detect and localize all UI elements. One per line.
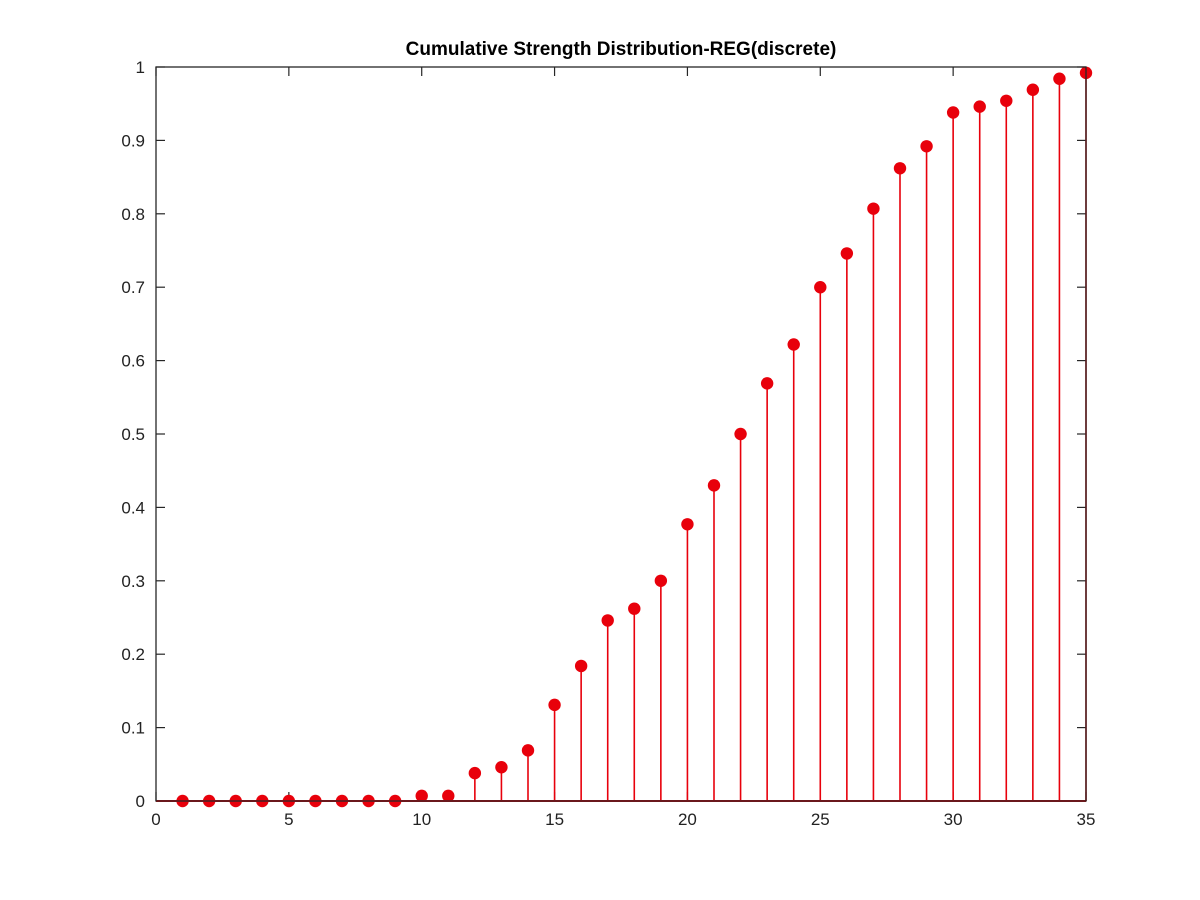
x-tick-label: 0 (151, 810, 160, 829)
axis-ticks: 0 5 10 15 20 25 30 35 0 0.1 0.2 0.3 0.4 0.5 0.6 0.7 0.8 0… (121, 58, 1095, 829)
stem-marker (442, 789, 455, 803)
stem-marker (946, 106, 960, 119)
stem-marker (1000, 94, 1013, 107)
x-tick-label: 15 (545, 810, 564, 829)
plot-area-frame (155, 66, 1087, 802)
y-tick-label: 0.2 (121, 645, 145, 664)
stem-marker (920, 140, 933, 153)
stem-marker (973, 100, 986, 113)
y-tick-label: 0.9 (121, 131, 145, 150)
stem-marker (495, 761, 508, 774)
stem-marker (468, 766, 482, 780)
stem-marker (814, 281, 827, 294)
stem-marker (734, 427, 747, 441)
x-tick-label: 25 (811, 810, 830, 829)
stem-marker (707, 479, 721, 492)
y-tick-label: 0.1 (121, 719, 145, 738)
stem-marker (654, 574, 668, 587)
y-tick-label: 0.4 (121, 498, 145, 517)
stem-marker (1026, 83, 1040, 96)
stem-marker (681, 518, 694, 531)
stem-marker (601, 614, 614, 627)
y-tick-label: 0.6 (121, 352, 145, 371)
stem-marker (893, 162, 907, 175)
x-tick-label: 30 (944, 810, 963, 829)
y-tick-label: 0.7 (121, 278, 145, 297)
x-tick-label: 5 (284, 810, 293, 829)
chart-title: Cumulative Strength Distribution-REG(dis… (406, 39, 837, 60)
stem-marker (787, 338, 800, 351)
y-tick-label: 0 (136, 792, 145, 811)
x-tick-label: 10 (412, 810, 431, 829)
y-tick-label: 1 (136, 58, 145, 77)
y-tick-label: 0.5 (121, 425, 145, 444)
stem-marker (1053, 72, 1066, 85)
stem-marker (840, 247, 854, 260)
y-tick-label: 0.8 (121, 205, 145, 224)
stem-marker (574, 659, 588, 673)
stem-marker (548, 698, 561, 712)
stem-marker (521, 744, 535, 757)
stem-marker (760, 377, 774, 390)
y-tick-label: 0.3 (121, 572, 145, 591)
stem-marker (628, 602, 641, 615)
x-tick-label: 35 (1077, 810, 1096, 829)
x-tick-label: 20 (678, 810, 697, 829)
stem-marker (415, 789, 428, 803)
stem-marker (867, 202, 880, 215)
